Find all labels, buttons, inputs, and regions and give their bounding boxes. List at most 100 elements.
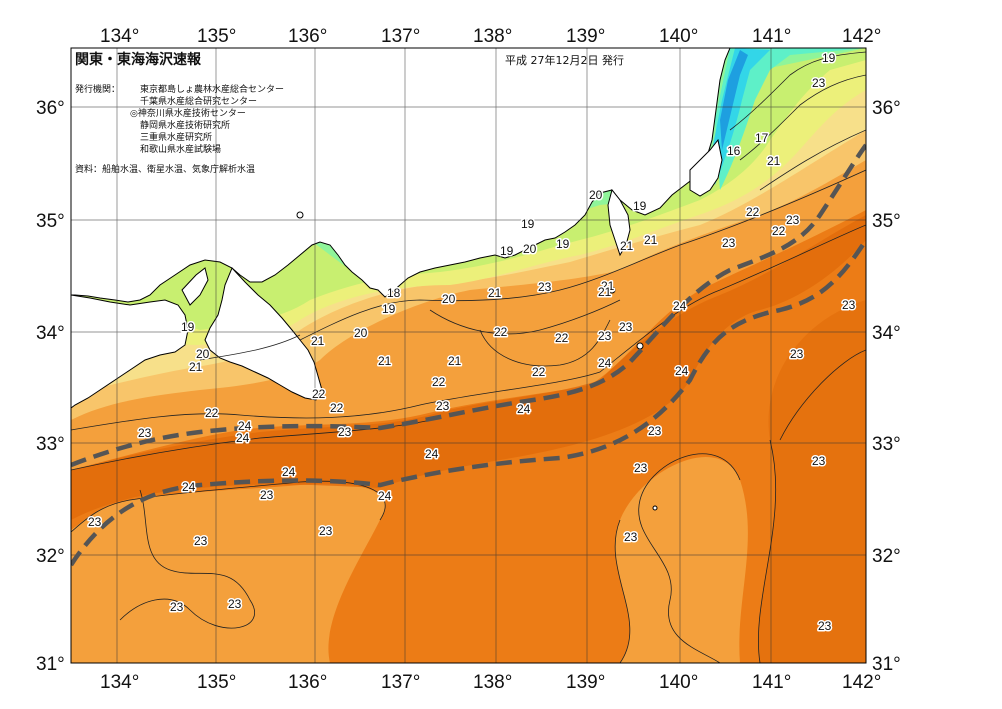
lon-label: 142°: [842, 26, 881, 47]
isotherm-label: 23: [319, 524, 333, 538]
isotherm-label: 23: [818, 619, 832, 633]
isotherm-label: 20: [354, 326, 368, 340]
isotherm-label: 23: [812, 76, 826, 90]
isotherm-label: 22: [532, 365, 546, 379]
isotherm-label: 19: [822, 51, 836, 65]
sea-area-24-east: [758, 300, 866, 663]
lat-labels-left: 36° 35° 34° 33° 32° 31°: [36, 98, 65, 675]
isotherm-label: 24: [236, 431, 250, 445]
publisher-item: 静岡県水産技術研究所: [140, 119, 230, 131]
publisher-item: 千葉県水産総合研究センター: [140, 95, 257, 107]
isotherms: [71, 51, 866, 663]
lon-labels-top: 134° 135° 136° 137° 138° 139° 140° 141° …: [100, 26, 881, 47]
isotherm-label: 23: [436, 399, 450, 413]
kuroshio-axis: [71, 143, 866, 567]
isotherm-label: 22: [555, 331, 569, 345]
lat-labels-right: 36° 35° 34° 33° 32° 31°: [872, 98, 901, 675]
lat-label: 35°: [36, 211, 65, 232]
isotherm-label: 22: [432, 375, 446, 389]
island-dot: [652, 505, 658, 511]
sea-area-15: [720, 50, 748, 150]
isotherm-label: 18: [387, 286, 401, 300]
lat-label: 32°: [872, 546, 901, 567]
graticule: [71, 48, 866, 663]
lon-label: 142°: [842, 672, 881, 693]
isotherm-label: 24: [238, 419, 252, 433]
isotherm-label: 23: [812, 454, 826, 468]
isotherm-label: 20: [442, 292, 456, 306]
lon-label: 134°: [100, 672, 139, 693]
isotherm-label: 24: [182, 480, 196, 494]
land-honshu: [71, 48, 731, 303]
isotherm-label: 23: [260, 488, 274, 502]
lon-label: 139°: [566, 26, 605, 47]
isotherm-labels: 19 23 17 16 21 22 23 22 20 19 21 19 20 1…: [87, 50, 858, 616]
isotherm-label: 23: [138, 426, 152, 440]
isotherm-label: 21: [598, 285, 612, 299]
map-title: 関東・東海海沢速報: [75, 51, 202, 68]
isotherm-label: 20: [589, 188, 603, 202]
isotherm-label: 23: [88, 515, 102, 529]
island-dot: [636, 342, 644, 350]
lon-label: 135°: [197, 26, 236, 47]
isotherm-label: 19: [556, 237, 570, 251]
lat-label: 35°: [872, 211, 901, 232]
isotherm-label: 24: [598, 356, 612, 370]
isotherm-label: 23: [228, 597, 242, 611]
lat-label: 33°: [872, 434, 901, 455]
isotherm-label: 24: [425, 447, 439, 461]
lat-label: 36°: [872, 98, 901, 119]
lon-label: 137°: [381, 672, 420, 693]
isotherm-label: 23: [538, 280, 552, 294]
land-boso: [689, 138, 723, 197]
isotherm-label: 19: [633, 199, 647, 213]
isotherm-label: 23: [634, 461, 648, 475]
lon-label: 138°: [473, 672, 512, 693]
lon-label: 135°: [197, 672, 236, 693]
data-source: 資料：船舶水温、衛星水温、気象庁解析水温: [75, 163, 255, 175]
isotherm-label: 21: [767, 154, 781, 168]
lon-label: 136°: [288, 26, 327, 47]
lat-label: 31°: [872, 654, 901, 675]
isotherm-label: 24: [282, 465, 296, 479]
lat-label: 32°: [36, 546, 65, 567]
isotherm-label: 23: [194, 534, 208, 548]
isotherm-label: 21: [601, 279, 615, 293]
isotherm-label: 24: [378, 489, 392, 503]
lat-label: 33°: [36, 434, 65, 455]
isotherm-label: 20: [196, 347, 210, 361]
isotherm-label: 20: [523, 242, 537, 256]
lon-label: 136°: [288, 672, 327, 693]
lon-label: 139°: [566, 672, 605, 693]
lon-label: 138°: [473, 26, 512, 47]
isotherm-label: 23: [619, 320, 633, 334]
isotherm-label: 22: [312, 387, 326, 401]
isotherm-label: 21: [448, 354, 462, 368]
lon-label: 141°: [752, 672, 791, 693]
isotherm-label: 23: [598, 329, 612, 343]
lon-labels-bottom: 134° 135° 136° 137° 138° 139° 140° 141° …: [100, 672, 881, 693]
isotherm-label: 23: [786, 213, 800, 227]
isotherm-label: 22: [772, 224, 786, 238]
isotherm-label: 21: [189, 360, 203, 374]
isotherm-label: 22: [494, 325, 508, 339]
isotherm-label: 17: [755, 131, 769, 145]
isotherm-label: 16: [727, 144, 741, 158]
isotherm-label: 24: [675, 364, 689, 378]
isotherm-label: 23: [842, 298, 856, 312]
isotherm-label: 23: [722, 236, 736, 250]
isotherm-label: 21: [488, 286, 502, 300]
isotherm-label: 21: [378, 354, 392, 368]
lon-label: 134°: [100, 26, 139, 47]
map-frame: [70, 47, 867, 664]
publisher-item: 三重県水産研究所: [140, 131, 212, 143]
sea-area-kuroshio-core: [71, 215, 866, 520]
publisher-item: 東京都島しょ農林水産総合センター: [140, 83, 284, 95]
isotherm-label: 23: [338, 425, 352, 439]
isotherm-label: 21: [311, 334, 325, 348]
isotherm-label: 19: [521, 217, 535, 231]
isotherm-label: 19: [181, 320, 195, 334]
lat-label: 31°: [36, 654, 65, 675]
isotherm-label: 24: [517, 402, 531, 416]
